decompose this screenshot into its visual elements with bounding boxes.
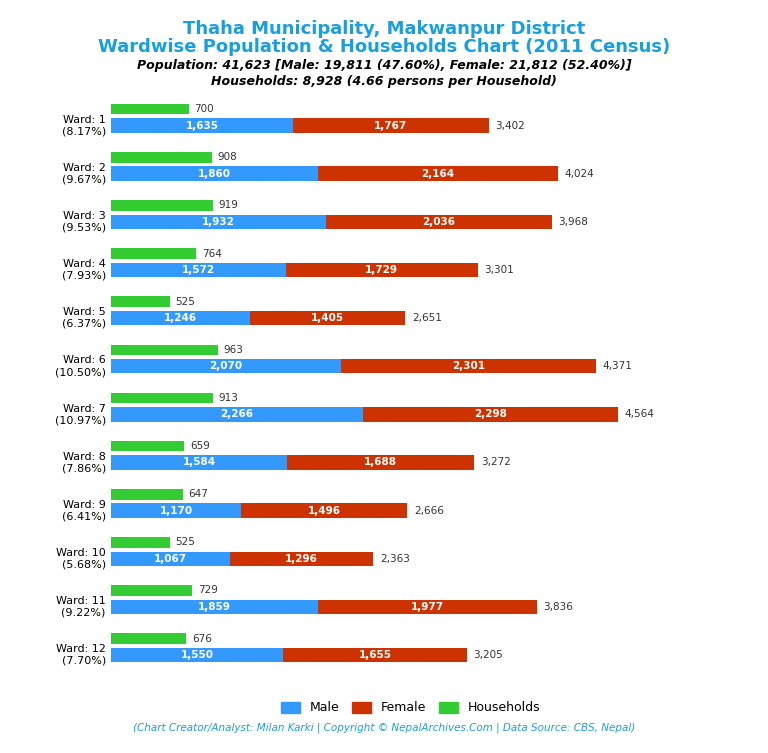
Bar bbox=[230, 551, 373, 566]
Text: 1,688: 1,688 bbox=[364, 458, 397, 468]
Legend: Male, Female, Households: Male, Female, Households bbox=[276, 697, 545, 719]
Text: 1,246: 1,246 bbox=[164, 313, 197, 323]
Text: (Chart Creator/Analyst: Milan Karki | Copyright © NepalArchives.Com | Data Sourc: (Chart Creator/Analyst: Milan Karki | Co… bbox=[133, 722, 635, 733]
Bar bbox=[111, 407, 362, 422]
Bar bbox=[318, 166, 558, 181]
Bar bbox=[111, 489, 183, 499]
Bar bbox=[362, 407, 617, 422]
Bar bbox=[111, 633, 187, 644]
Text: 2,070: 2,070 bbox=[210, 361, 243, 371]
Bar bbox=[111, 359, 341, 373]
Bar bbox=[111, 118, 293, 133]
Bar bbox=[111, 263, 286, 277]
Text: 2,651: 2,651 bbox=[412, 313, 442, 323]
Bar bbox=[241, 504, 407, 518]
Bar bbox=[111, 297, 170, 307]
Text: 1,932: 1,932 bbox=[202, 217, 235, 227]
Bar bbox=[283, 648, 467, 662]
Text: Households: 8,928 (4.66 persons per Household): Households: 8,928 (4.66 persons per Hous… bbox=[211, 75, 557, 88]
Text: 1,572: 1,572 bbox=[182, 265, 215, 275]
Bar bbox=[341, 359, 596, 373]
Text: 647: 647 bbox=[189, 489, 209, 499]
Text: 525: 525 bbox=[175, 538, 195, 547]
Bar bbox=[111, 200, 214, 211]
Text: 1,496: 1,496 bbox=[308, 505, 341, 516]
Text: 1,860: 1,860 bbox=[198, 169, 231, 178]
Bar bbox=[287, 456, 475, 470]
Bar bbox=[111, 345, 218, 355]
Text: 1,977: 1,977 bbox=[411, 602, 444, 612]
Bar bbox=[286, 263, 478, 277]
Text: 1,405: 1,405 bbox=[311, 313, 344, 323]
Text: 676: 676 bbox=[192, 633, 212, 644]
Text: 3,836: 3,836 bbox=[544, 602, 574, 612]
Text: 1,584: 1,584 bbox=[183, 458, 216, 468]
Text: 1,859: 1,859 bbox=[198, 602, 231, 612]
Text: 919: 919 bbox=[219, 200, 239, 210]
Text: Population: 41,623 [Male: 19,811 (47.60%), Female: 21,812 (52.40%)]: Population: 41,623 [Male: 19,811 (47.60%… bbox=[137, 59, 631, 72]
Text: 659: 659 bbox=[190, 441, 210, 451]
Text: 1,655: 1,655 bbox=[359, 650, 392, 660]
Text: 908: 908 bbox=[217, 152, 237, 163]
Bar bbox=[111, 215, 326, 229]
Text: Wardwise Population & Households Chart (2011 Census): Wardwise Population & Households Chart (… bbox=[98, 38, 670, 56]
Text: 2,298: 2,298 bbox=[474, 410, 507, 419]
Bar bbox=[111, 504, 241, 518]
Text: 764: 764 bbox=[202, 248, 221, 258]
Bar bbox=[111, 166, 318, 181]
Text: 1,767: 1,767 bbox=[374, 120, 407, 130]
Bar bbox=[111, 152, 212, 163]
Text: 4,564: 4,564 bbox=[624, 410, 654, 419]
Text: 3,402: 3,402 bbox=[495, 120, 525, 130]
Text: Thaha Municipality, Makwanpur District: Thaha Municipality, Makwanpur District bbox=[183, 20, 585, 38]
Bar bbox=[293, 118, 488, 133]
Text: 2,164: 2,164 bbox=[421, 169, 455, 178]
Text: 3,301: 3,301 bbox=[484, 265, 514, 275]
Text: 1,296: 1,296 bbox=[285, 553, 318, 564]
Bar bbox=[111, 599, 318, 614]
Bar bbox=[318, 599, 537, 614]
Text: 1,729: 1,729 bbox=[365, 265, 398, 275]
Bar bbox=[250, 311, 406, 325]
Bar bbox=[111, 456, 287, 470]
Text: 913: 913 bbox=[218, 393, 238, 403]
Bar bbox=[111, 585, 192, 596]
Text: 2,036: 2,036 bbox=[422, 217, 455, 227]
Text: 3,968: 3,968 bbox=[558, 217, 588, 227]
Text: 1,635: 1,635 bbox=[186, 120, 219, 130]
Text: 2,666: 2,666 bbox=[414, 505, 444, 516]
Bar bbox=[326, 215, 551, 229]
Text: 525: 525 bbox=[175, 297, 195, 306]
Bar bbox=[111, 392, 213, 404]
Text: 3,205: 3,205 bbox=[474, 650, 503, 660]
Text: 1,550: 1,550 bbox=[180, 650, 214, 660]
Text: 1,170: 1,170 bbox=[160, 505, 193, 516]
Text: 2,363: 2,363 bbox=[380, 553, 410, 564]
Text: 700: 700 bbox=[194, 104, 214, 114]
Text: 3,272: 3,272 bbox=[481, 458, 511, 468]
Text: 4,371: 4,371 bbox=[603, 361, 633, 371]
Text: 729: 729 bbox=[198, 586, 217, 596]
Bar bbox=[111, 104, 189, 114]
Bar bbox=[111, 441, 184, 451]
Bar bbox=[111, 648, 283, 662]
Text: 963: 963 bbox=[223, 345, 243, 355]
Text: 2,301: 2,301 bbox=[452, 361, 485, 371]
Bar bbox=[111, 551, 230, 566]
Text: 4,024: 4,024 bbox=[564, 169, 594, 178]
Bar bbox=[111, 248, 196, 259]
Text: 1,067: 1,067 bbox=[154, 553, 187, 564]
Bar bbox=[111, 537, 170, 547]
Bar bbox=[111, 311, 250, 325]
Text: 2,266: 2,266 bbox=[220, 410, 253, 419]
